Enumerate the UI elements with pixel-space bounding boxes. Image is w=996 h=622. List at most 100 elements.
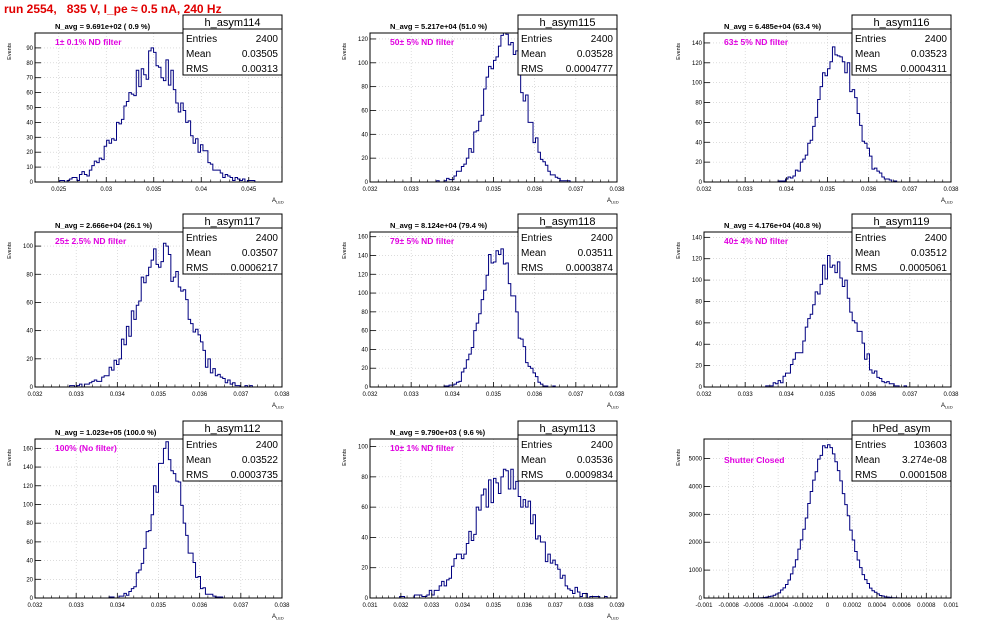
x-tick-label: 0.036 (192, 392, 208, 398)
stats-value: 0.0009834 (566, 470, 614, 481)
stats-key: Mean (521, 248, 546, 259)
x-tick-label: 0.036 (527, 187, 543, 193)
y-tick-label: 140 (692, 41, 703, 47)
x-tick-label: 0.033 (404, 187, 420, 193)
stats-key: RMS (521, 470, 544, 481)
y-tick-label: 20 (361, 366, 368, 372)
stats-key: Entries (186, 440, 217, 451)
stats-value: 2400 (591, 233, 614, 244)
x-tick-label: 0.032 (362, 187, 378, 193)
y-tick-label: 90 (26, 46, 33, 52)
y-tick-label: 60 (361, 329, 368, 335)
stats-title: h_asym119 (873, 216, 929, 228)
x-tick-label: 0.035 (486, 392, 502, 398)
y-tick-label: 120 (692, 61, 703, 67)
y-tick-label: 80 (26, 521, 33, 527)
stats-key: Mean (521, 49, 546, 60)
page-title: run 2554, 835 V, I_pe ≈ 0.5 nA, 240 Hz (4, 2, 222, 16)
filter-annotation: 40± 4% ND filter (724, 236, 789, 246)
histogram-line (35, 242, 282, 388)
x-tick-label: 0.033 (69, 603, 85, 609)
x-tick-label: 0.035 (486, 187, 502, 193)
y-tick-label: 120 (358, 37, 369, 43)
y-tick-label: 0 (30, 596, 34, 602)
stats-value: 0.0001508 (900, 470, 948, 481)
y-tick-label: 40 (361, 535, 368, 541)
y-tick-label: 80 (361, 85, 368, 91)
x-tick-label: 0.001 (943, 603, 959, 609)
y-tick-label: 80 (26, 272, 33, 278)
x-tick-label: 0.034 (110, 392, 126, 398)
x-tick-label: 0.037 (233, 603, 249, 609)
filter-annotation: 1± 0.1% ND filter (55, 37, 122, 47)
x-tick-label: 0.033 (424, 603, 440, 609)
stats-title: h_asym113 (539, 423, 595, 435)
histogram-line (35, 47, 282, 183)
y-tick-label: 20 (26, 357, 33, 363)
x-tick-label: 0.032 (393, 603, 409, 609)
y-axis-label: Events (676, 242, 682, 259)
stats-key: Entries (521, 233, 552, 244)
stats-key: Entries (521, 34, 552, 45)
filter-annotation: 79± 5% ND filter (390, 236, 455, 246)
stats-key: Entries (186, 34, 217, 45)
x-tick-label: 0.035 (151, 392, 167, 398)
x-axis-subscript: LED (611, 616, 619, 621)
filter-annotation: 63± 5% ND filter (724, 37, 789, 47)
y-tick-label: 20 (26, 150, 33, 156)
y-tick-label: 40 (695, 140, 702, 146)
x-tick-label: 0.037 (902, 187, 918, 193)
y-tick-label: 100 (692, 278, 703, 284)
stats-value: 0.03536 (577, 455, 614, 466)
histogram-panel-h_asym116: 0.032 0.033 0.034 0.035 0.036 0.037 0.038 0 20 40… (676, 14, 959, 205)
stats-key: Mean (186, 248, 211, 259)
y-tick-label: 4000 (689, 484, 703, 490)
x-tick-label: 0.036 (861, 187, 877, 193)
x-tick-label: 0.038 (943, 187, 959, 193)
x-tick-label: 0.033 (69, 392, 85, 398)
y-tick-label: 40 (695, 342, 702, 348)
x-tick-label: 0.037 (568, 392, 584, 398)
x-tick-label: 0.036 (517, 603, 533, 609)
y-axis-label: Events (7, 43, 13, 60)
x-axis-label: ALED (272, 198, 284, 205)
x-tick-label: 0.034 (445, 187, 461, 193)
stats-value: 0.0003874 (566, 263, 614, 274)
y-tick-label: 20 (361, 566, 368, 572)
y-axis-label: Events (7, 449, 13, 466)
x-axis-subscript: LED (276, 405, 284, 410)
stats-title: h_asym118 (539, 216, 595, 228)
y-tick-label: 0 (365, 596, 369, 602)
y-tick-label: 120 (358, 272, 369, 278)
x-tick-label: 0.04 (195, 187, 207, 193)
x-tick-label: -0.001 (695, 603, 713, 609)
y-tick-label: 120 (692, 257, 703, 263)
y-tick-label: 30 (26, 135, 33, 141)
x-tick-label: 0.038 (274, 392, 290, 398)
y-tick-label: 70 (26, 76, 33, 82)
x-axis-subscript: LED (611, 405, 619, 410)
histogram-panel-h_asym113: 0.031 0.032 0.033 0.034 0.035 0.036 0.037 0.038… (342, 420, 625, 621)
x-tick-label: 0.034 (779, 392, 795, 398)
y-tick-label: 0 (699, 385, 703, 391)
x-axis-label: ALED (941, 198, 953, 205)
x-tick-label: 0.032 (27, 392, 43, 398)
stats-box (182, 14, 283, 76)
y-tick-label: 80 (695, 101, 702, 107)
y-tick-label: 0 (30, 385, 34, 391)
x-tick-label: 0.033 (738, 187, 754, 193)
y-axis-label: Events (342, 242, 348, 259)
x-tick-label: 0.032 (696, 187, 712, 193)
stats-value: 103603 (914, 440, 948, 451)
stats-key: Entries (521, 440, 552, 451)
x-tick-label: 0.037 (548, 603, 564, 609)
x-tick-label: 0.0004 (868, 603, 887, 609)
stats-title: h_asym114 (204, 17, 260, 29)
x-tick-label: -0.0002 (793, 603, 814, 609)
y-tick-label: 40 (26, 559, 33, 565)
x-tick-label: 0.038 (609, 392, 625, 398)
histogram-panel-h_asym112: 0.032 0.033 0.034 0.035 0.036 0.037 0.038 0 20 40… (7, 420, 290, 621)
x-tick-label: 0.034 (445, 392, 461, 398)
stats-value: 0.00313 (242, 64, 279, 75)
